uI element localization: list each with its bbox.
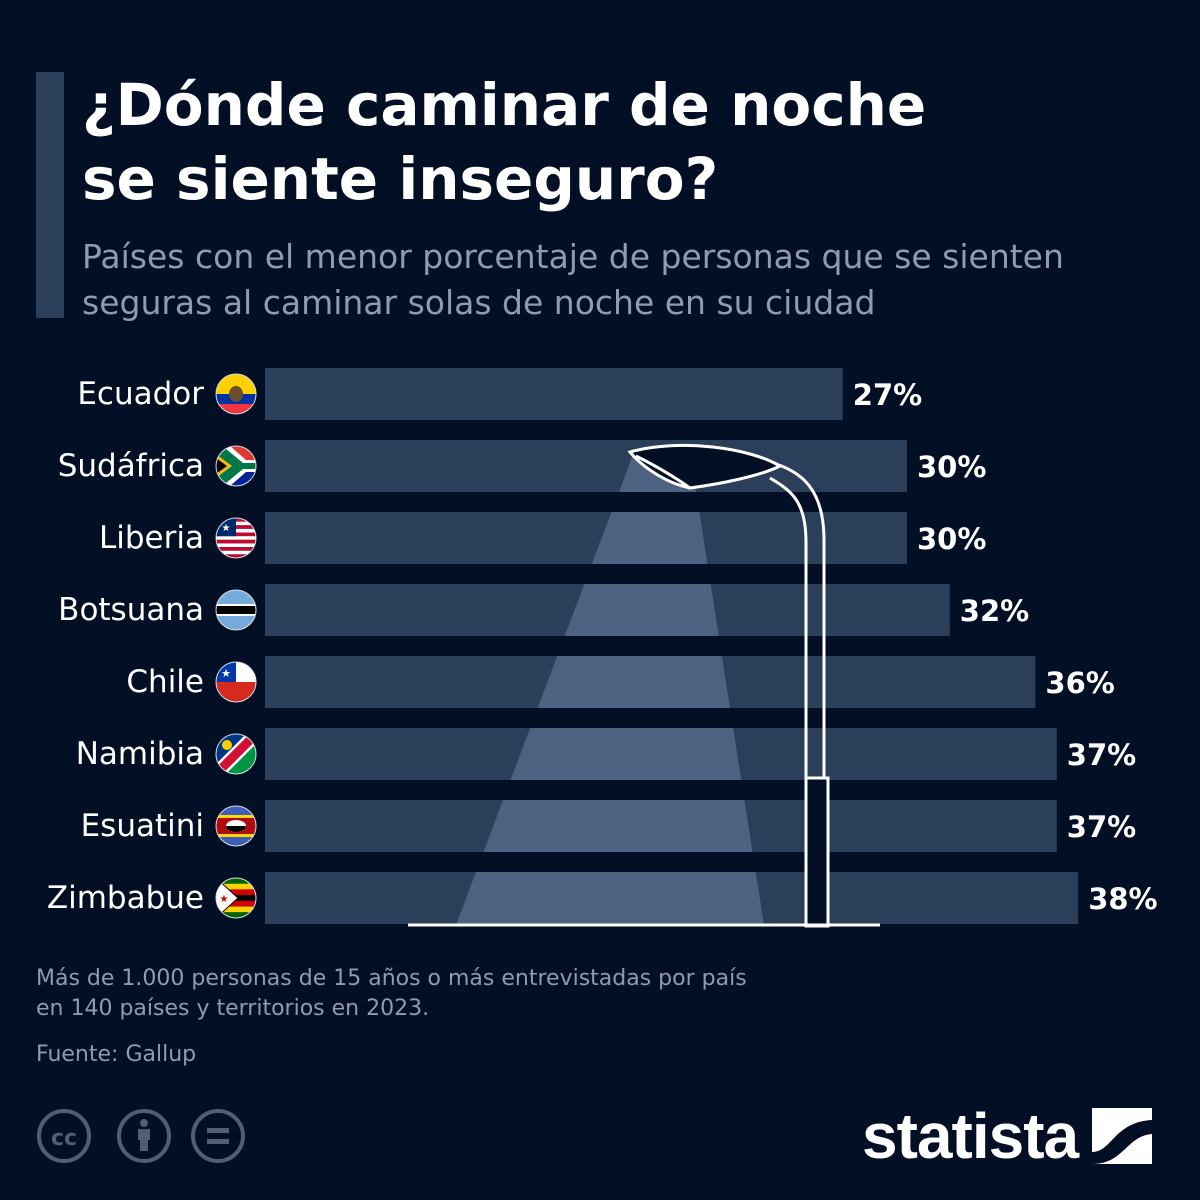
cc-icon: cc — [37, 1109, 91, 1163]
labels-layer: 27% Ecuador 30% Sudáfrica 30% Liberia 32% Botsu… — [47, 376, 1158, 916]
title-line-2: se siente inseguro? — [82, 145, 719, 213]
bar-1 — [265, 440, 907, 492]
category-label-4: Chile — [126, 664, 204, 700]
svg-text:★: ★ — [220, 894, 229, 905]
title-line-1: ¿Dónde caminar de noche — [82, 71, 927, 139]
eswatini-flag-icon — [216, 806, 256, 846]
lamp-lens — [635, 454, 691, 490]
value-label-2: 30% — [917, 522, 986, 556]
svg-text:★: ★ — [221, 667, 231, 680]
category-label-6: Esuatini — [81, 808, 204, 844]
note-line-2: en 140 países y territorios en 2023. — [36, 996, 430, 1021]
lamp-pole-outer — [775, 462, 826, 780]
category-label-0: Ecuador — [77, 376, 204, 412]
street-lamp-icon — [408, 443, 880, 928]
brand-name: statista — [862, 1100, 1079, 1172]
flags-layer: ★ ★ ★ — [215, 373, 257, 919]
statista-mark-icon — [1092, 1108, 1153, 1164]
botswana-flag-icon — [216, 590, 256, 630]
source-note: Fuente: Gallup — [36, 1042, 197, 1067]
attribution-icon — [117, 1109, 171, 1163]
value-label-3: 32% — [960, 594, 1029, 628]
lamp-base — [804, 776, 830, 928]
ecuador-flag-icon — [216, 374, 256, 414]
note-line-1: Más de 1.000 personas de 15 años o más e… — [36, 966, 747, 991]
value-label-5: 37% — [1067, 738, 1136, 772]
svg-text:cc: cc — [51, 1126, 77, 1151]
category-label-5: Namibia — [76, 736, 204, 772]
bar-2 — [265, 512, 907, 564]
subtitle-line-2: seguras al caminar solas de noche en su … — [82, 283, 876, 322]
methodology-note: Más de 1.000 personas de 15 años o más e… — [36, 964, 836, 1024]
value-label-1: 30% — [917, 450, 986, 484]
chart-title: ¿Dónde caminar de noche se siente insegu… — [82, 68, 1172, 216]
statista-logo: statista — [862, 1098, 1153, 1174]
chart-subtitle: Países con el menor porcentaje de person… — [82, 234, 1182, 326]
zimbabwe-flag-icon: ★ — [216, 878, 256, 918]
bar-chart: 27% Ecuador 30% Sudáfrica 30% Liberia 32% Botsu… — [47, 368, 1158, 928]
category-label-3: Botsuana — [58, 592, 204, 628]
no-derivatives-icon — [191, 1109, 245, 1163]
value-label-4: 36% — [1045, 666, 1114, 700]
bar-0 — [265, 368, 843, 420]
value-label-0: 27% — [853, 378, 922, 412]
license-icons: cc — [37, 1109, 245, 1163]
category-label-7: Zimbabue — [47, 880, 204, 916]
title-accent-bar — [36, 72, 64, 318]
svg-text:★: ★ — [222, 523, 231, 534]
value-label-6: 37% — [1067, 810, 1136, 844]
category-label-2: Liberia — [99, 520, 204, 556]
lamp-pole-inner — [769, 476, 808, 780]
subtitle-line-1: Países con el menor porcentaje de person… — [82, 237, 1064, 276]
value-label-7: 38% — [1088, 882, 1157, 916]
category-label-1: Sudáfrica — [58, 448, 204, 484]
south-africa-flag-icon — [216, 446, 256, 486]
lamp-head — [627, 443, 784, 490]
namibia-flag-icon — [216, 734, 256, 774]
